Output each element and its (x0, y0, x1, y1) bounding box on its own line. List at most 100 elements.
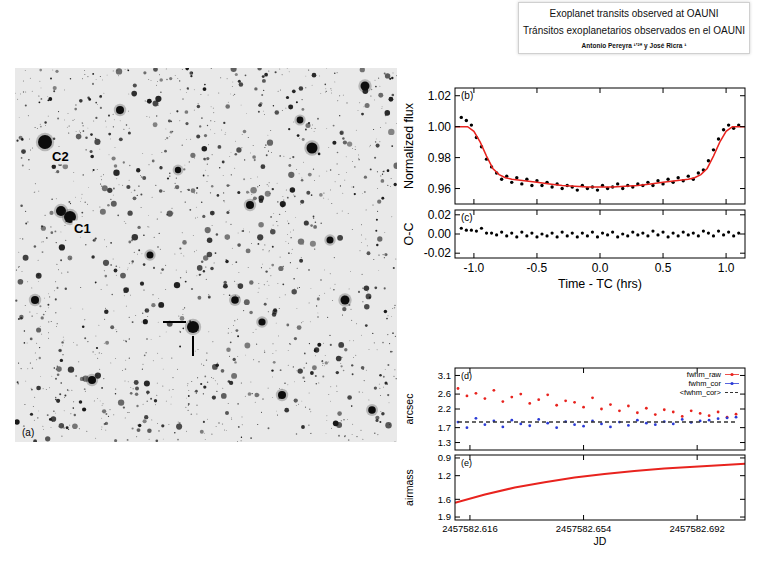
data-point (672, 411, 675, 414)
star (126, 185, 130, 189)
star (25, 380, 27, 382)
star (376, 349, 378, 351)
star (224, 201, 226, 203)
star (19, 266, 20, 267)
star (321, 360, 323, 362)
data-point (627, 424, 630, 427)
y-tick (740, 188, 745, 189)
star (113, 414, 114, 415)
star (165, 68, 167, 70)
star (271, 376, 273, 378)
y-tick-label: 0.02 (428, 208, 452, 222)
star (172, 377, 173, 378)
x-tick (663, 210, 664, 215)
star (361, 234, 363, 236)
star (231, 264, 233, 266)
star (221, 393, 227, 399)
star (157, 218, 158, 219)
star (153, 267, 155, 269)
star (383, 376, 385, 378)
star (287, 364, 289, 366)
star (110, 325, 114, 329)
star (379, 395, 381, 397)
star (112, 156, 116, 160)
star (211, 224, 213, 226)
star (303, 367, 305, 369)
x-tick (600, 88, 601, 93)
star (23, 255, 29, 261)
y-tick-label: 1.7 (438, 422, 451, 433)
star (225, 411, 229, 415)
star (225, 104, 230, 109)
star (365, 369, 367, 371)
legend-label: fwhm_raw (687, 370, 722, 379)
star (202, 215, 205, 218)
star (285, 107, 287, 109)
star (20, 93, 22, 95)
figure: C2C1(a)1.021.000.980.96Normalized flux(b… (0, 0, 757, 567)
star (283, 199, 284, 200)
star (79, 400, 83, 404)
star (149, 116, 151, 118)
star (347, 418, 349, 420)
star (73, 407, 75, 409)
star (68, 429, 69, 430)
y-tick-label: 1.2 (438, 470, 451, 481)
star (55, 312, 56, 313)
bright-star (88, 376, 96, 384)
star (282, 195, 284, 197)
star (354, 149, 356, 151)
star (353, 186, 355, 188)
star (265, 191, 271, 197)
star (389, 78, 391, 80)
star (305, 75, 307, 77)
star (297, 325, 302, 330)
bright-star (246, 201, 254, 209)
star (226, 347, 230, 351)
star (384, 253, 387, 256)
star (290, 237, 291, 238)
star (337, 152, 339, 154)
star (373, 129, 374, 130)
star (181, 232, 183, 234)
star (143, 289, 144, 290)
star (50, 78, 52, 80)
star (380, 175, 381, 176)
star (293, 121, 295, 123)
star (135, 387, 139, 391)
star (387, 315, 389, 317)
star (52, 420, 54, 422)
star (235, 73, 238, 76)
star (240, 104, 242, 106)
star (57, 373, 60, 376)
star (396, 122, 397, 124)
star (136, 168, 140, 172)
star (327, 198, 329, 200)
star (137, 226, 140, 229)
star (39, 347, 40, 348)
star (188, 390, 190, 392)
star (165, 289, 166, 290)
star (174, 432, 176, 434)
star (110, 264, 111, 265)
y-tick (740, 517, 745, 518)
star (101, 179, 103, 181)
star (190, 413, 192, 415)
star (42, 388, 44, 390)
star (135, 393, 138, 396)
star (292, 156, 294, 158)
star (386, 318, 388, 320)
star (300, 257, 302, 259)
star (120, 273, 126, 279)
star (268, 250, 270, 252)
star (277, 225, 279, 227)
data-point (708, 414, 711, 417)
star (113, 310, 115, 312)
star (99, 148, 101, 150)
star (186, 92, 188, 94)
y-tick (455, 394, 460, 395)
star (222, 387, 224, 389)
star (184, 307, 185, 308)
data-point (717, 417, 720, 420)
star (39, 80, 41, 82)
